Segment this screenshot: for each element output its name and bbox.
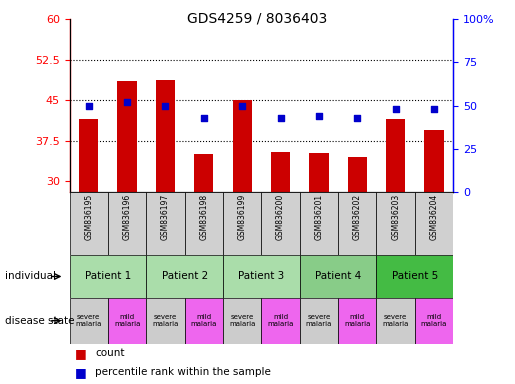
Text: mild
malaria: mild malaria (191, 314, 217, 327)
Bar (271, 152, 290, 192)
Bar (70, 255, 146, 298)
Bar (108, 298, 146, 344)
Bar (79, 119, 98, 192)
Text: GSM836201: GSM836201 (315, 194, 323, 240)
Bar (376, 192, 415, 255)
Bar (300, 298, 338, 344)
Text: GSM836203: GSM836203 (391, 194, 400, 240)
Text: mild
malaria: mild malaria (114, 314, 140, 327)
Point (391, 106, 400, 112)
Text: percentile rank within the sample: percentile rank within the sample (95, 367, 271, 377)
Bar (156, 80, 175, 192)
Text: mild
malaria: mild malaria (421, 314, 447, 327)
Bar (310, 153, 329, 192)
Text: GSM836196: GSM836196 (123, 194, 131, 240)
Bar (70, 298, 108, 344)
Bar (300, 192, 338, 255)
Text: Patient 1: Patient 1 (85, 271, 131, 281)
Text: individual: individual (5, 271, 56, 281)
Text: Patient 5: Patient 5 (392, 271, 438, 281)
Point (315, 113, 323, 119)
Bar (146, 255, 223, 298)
Bar (386, 119, 405, 192)
Bar (300, 255, 376, 298)
Text: severe
malaria: severe malaria (383, 314, 409, 327)
Point (123, 99, 131, 105)
Text: Patient 4: Patient 4 (315, 271, 361, 281)
Text: ■: ■ (75, 366, 87, 379)
Bar (194, 154, 213, 192)
Text: GSM836197: GSM836197 (161, 194, 170, 240)
Bar (261, 192, 300, 255)
Bar (348, 157, 367, 192)
Bar (184, 192, 223, 255)
Point (84, 103, 93, 109)
Text: GSM836200: GSM836200 (276, 194, 285, 240)
Bar (184, 298, 223, 344)
Text: severe
malaria: severe malaria (76, 314, 102, 327)
Text: GSM836204: GSM836204 (430, 194, 438, 240)
Bar (223, 298, 261, 344)
Bar (117, 81, 136, 192)
Point (430, 106, 438, 112)
Text: GDS4259 / 8036403: GDS4259 / 8036403 (187, 12, 328, 25)
Bar (415, 298, 453, 344)
Text: disease state: disease state (5, 316, 75, 326)
Bar (338, 192, 376, 255)
Point (238, 103, 246, 109)
Bar (415, 192, 453, 255)
Bar (70, 192, 108, 255)
Bar (338, 298, 376, 344)
Bar (223, 192, 261, 255)
Text: mild
malaria: mild malaria (344, 314, 370, 327)
Point (161, 103, 169, 109)
Bar (146, 192, 184, 255)
Bar (233, 100, 252, 192)
Text: GSM836195: GSM836195 (84, 194, 93, 240)
Point (353, 115, 362, 121)
Text: severe
malaria: severe malaria (229, 314, 255, 327)
Bar (108, 192, 146, 255)
Bar (223, 255, 300, 298)
Text: ■: ■ (75, 347, 87, 360)
Text: severe
malaria: severe malaria (152, 314, 179, 327)
Point (277, 115, 285, 121)
Bar (376, 255, 453, 298)
Text: GSM836198: GSM836198 (199, 194, 208, 240)
Bar (376, 298, 415, 344)
Bar (424, 130, 443, 192)
Bar (261, 298, 300, 344)
Text: mild
malaria: mild malaria (267, 314, 294, 327)
Text: Patient 2: Patient 2 (162, 271, 208, 281)
Text: severe
malaria: severe malaria (306, 314, 332, 327)
Text: count: count (95, 348, 125, 358)
Bar (146, 298, 184, 344)
Text: GSM836202: GSM836202 (353, 194, 362, 240)
Point (200, 115, 208, 121)
Text: GSM836199: GSM836199 (238, 194, 247, 240)
Text: Patient 3: Patient 3 (238, 271, 284, 281)
